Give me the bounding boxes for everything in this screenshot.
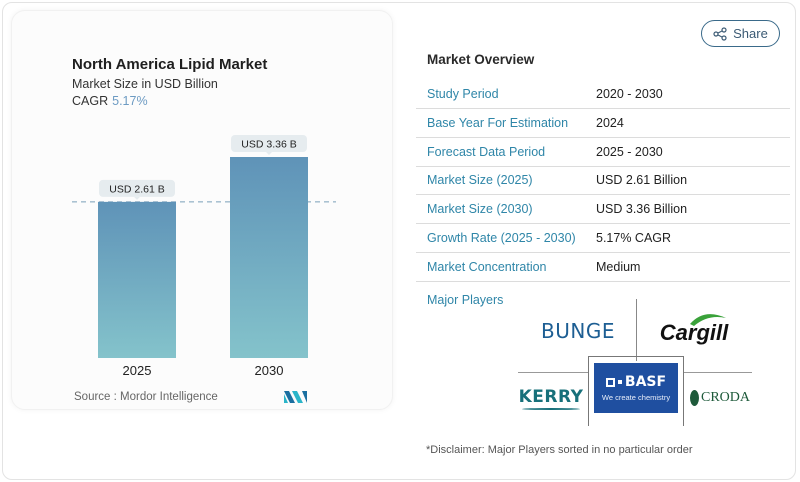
overview-row-key: Growth Rate (2025 - 2030) — [427, 231, 576, 245]
overview-row-key: Market Size (2025) — [427, 173, 533, 187]
overview-row: Growth Rate (2025 - 2030) 5.17% CAGR — [416, 224, 790, 253]
overview-row-value: Medium — [596, 260, 641, 274]
cagr-line: CAGR 5.17% — [72, 94, 148, 108]
overview-row: Market Concentration Medium — [416, 253, 790, 282]
overview-row-value: 2020 - 2030 — [596, 87, 663, 101]
overview-row-value: USD 3.36 Billion — [596, 202, 688, 216]
disclaimer-text: *Disclaimer: Major Players sorted in no … — [426, 444, 693, 456]
overview-row: Market Size (2030) USD 3.36 Billion — [416, 195, 790, 224]
grid-divider — [636, 299, 637, 361]
chart-subtitle: Market Size in USD Billion — [72, 77, 218, 91]
overview-row-key: Study Period — [427, 87, 499, 101]
overview-row-value: USD 2.61 Billion — [596, 173, 688, 187]
logo-basf: BASF We create chemistry — [594, 363, 678, 413]
overview-row-value: 5.17% CAGR — [596, 231, 672, 245]
chart-title: North America Lipid Market — [72, 56, 268, 73]
logo-kerry: KERRY — [518, 382, 584, 414]
source-text: Source : Mordor Intelligence — [74, 391, 218, 403]
overview-row-value: 2025 - 2030 — [596, 145, 663, 159]
overview-row: Forecast Data Period 2025 - 2030 — [416, 138, 790, 167]
share-icon — [713, 26, 727, 41]
basf-dot-icon — [617, 380, 622, 384]
overview-row-key: Base Year For Estimation — [427, 116, 569, 130]
basf-square-icon — [605, 377, 615, 387]
data-label: USD 2.61 B — [109, 183, 164, 195]
data-label-pill — [231, 135, 307, 152]
data-label-pointer — [134, 196, 140, 200]
logo-bunge: BUNGE — [541, 319, 615, 343]
bar-2030 — [230, 157, 308, 358]
basf-frame — [588, 356, 684, 426]
data-label-pointer — [266, 152, 272, 155]
logo-cargill: Cargill — [646, 310, 742, 346]
overview-row: Study Period 2020 - 2030 — [416, 80, 790, 109]
overview-row-key: Market Size (2030) — [427, 202, 533, 216]
major-players-label: Major Players — [427, 293, 504, 307]
share-button[interactable]: Share — [701, 20, 780, 47]
cargill-leaf-icon — [690, 314, 726, 326]
grid-divider — [684, 372, 752, 373]
share-label: Share — [733, 26, 768, 41]
chart-panel — [11, 10, 393, 410]
market-overview-title: Market Overview — [427, 52, 535, 67]
x-tick-label: 2025 — [123, 363, 152, 378]
overview-row: Base Year For Estimation 2024 — [416, 109, 790, 138]
kerry-swoosh — [522, 407, 580, 410]
croda-seed-icon — [690, 390, 699, 406]
grid-divider — [518, 372, 588, 373]
logo-croda: CRODA — [690, 382, 750, 414]
overview-row-value: 2024 — [596, 116, 624, 130]
x-tick-label: 2030 — [255, 363, 284, 378]
mordor-intelligence-logo-icon — [284, 391, 307, 403]
bar-2025 — [98, 201, 176, 358]
data-label-pill — [99, 179, 175, 197]
overview-row-key: Forecast Data Period — [427, 145, 546, 159]
cagr-label: CAGR — [72, 94, 109, 108]
data-label: USD 3.36 B — [241, 139, 296, 151]
overview-row-key: Market Concentration — [427, 260, 547, 274]
overview-row: Market Size (2025) USD 2.61 Billion — [416, 166, 790, 195]
bar-chart: USD 2.61 B 2025 USD 3.36 B 2030 — [72, 135, 336, 378]
cagr-value: 5.17% — [112, 94, 148, 108]
